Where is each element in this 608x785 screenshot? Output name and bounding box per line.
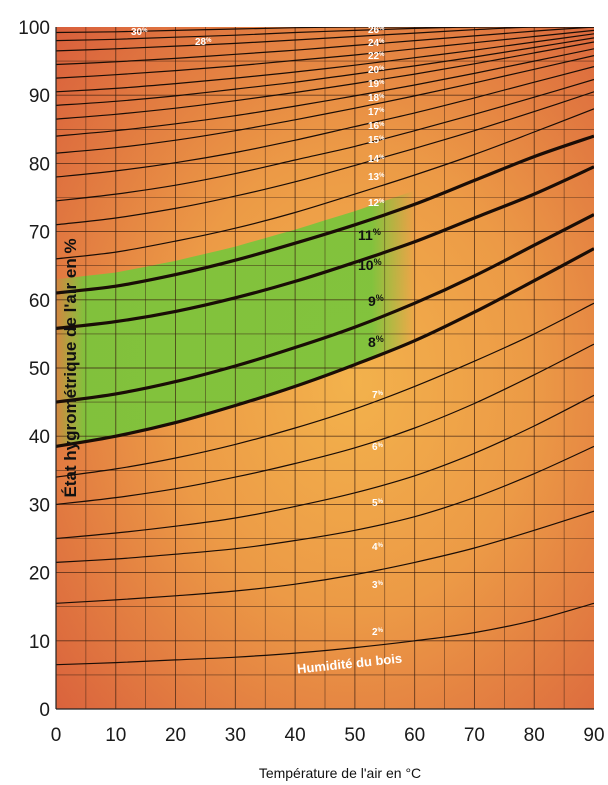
- curve-label-20: 20%: [368, 65, 385, 76]
- moisture-curves: [56, 27, 594, 666]
- curve-17-percent: [56, 48, 594, 137]
- curve-18-percent: [56, 41, 594, 120]
- curve-label-5: 5%: [372, 498, 384, 509]
- x-tick-label: 60: [404, 725, 425, 746]
- curve-11-percent: [56, 134, 594, 295]
- x-tick-label: 50: [344, 725, 365, 746]
- curve-30-percent: [56, 27, 594, 34]
- x-tick-label: 70: [464, 725, 485, 746]
- curve-10-percent: [56, 165, 594, 330]
- y-axis-label: État hygrométrique de l'air en %: [61, 238, 80, 497]
- grid: [56, 27, 594, 709]
- y-tick-label: 40: [29, 427, 50, 448]
- x-tick-label: 0: [51, 725, 62, 746]
- curve-label-3: 3%: [372, 580, 384, 591]
- x-tick-labels: 0 10 20 30 40 50 60 70 80 90: [51, 725, 605, 746]
- y-tick-label: 60: [29, 291, 50, 312]
- curve-label-13: 13%: [368, 172, 385, 183]
- curve-28-percent: [56, 27, 594, 42]
- y-tick-label: 90: [29, 86, 50, 107]
- curve-13-percent: [56, 91, 594, 226]
- y-tick-label: 50: [29, 359, 50, 380]
- curve-26-percent: [56, 27, 594, 52]
- y-tick-label: 70: [29, 223, 50, 244]
- y-tick-label: 10: [29, 632, 50, 653]
- x-tick-label: 40: [285, 725, 306, 746]
- x-tick-label: 20: [165, 725, 186, 746]
- curve-7-percent: [56, 302, 594, 478]
- curve-4-percent: [56, 445, 594, 563]
- y-tick-label: 0: [39, 700, 50, 721]
- curve-3-percent: [56, 510, 594, 604]
- curve-label-14: 14%: [368, 154, 385, 165]
- curve-label-19: 19%: [368, 79, 385, 90]
- curve-15-percent: [56, 66, 594, 178]
- y-tick-label: 20: [29, 564, 50, 585]
- curve-12-percent: [56, 108, 594, 260]
- x-axis-label: Température de l'air en °C: [259, 765, 421, 781]
- curve-6-percent: [56, 343, 594, 505]
- curve-label-22: 22%: [368, 51, 385, 62]
- curve-label-30: 30%: [131, 27, 148, 38]
- curve-9-percent: [56, 213, 594, 404]
- y-tick-label: 30: [29, 495, 50, 516]
- curve-label-12: 12%: [368, 198, 385, 209]
- curve-label-4: 4%: [372, 542, 384, 553]
- y-tick-labels: 0 10 20 30 40 50 60 70 80 90 100: [18, 18, 50, 721]
- curve-label-15: 15%: [368, 135, 385, 146]
- x-tick-label: 90: [583, 725, 604, 746]
- curve-16-percent: [56, 55, 594, 154]
- curve-14-percent: [56, 78, 594, 202]
- curve-label-24: 24%: [368, 38, 385, 49]
- y-tick-label: 100: [18, 18, 50, 39]
- curve-label-2: 2%: [372, 627, 384, 638]
- curve-20-percent: [56, 33, 594, 93]
- curve-2-percent: [56, 602, 594, 666]
- curve-label-26: 26%: [368, 25, 385, 36]
- curve-label-6: 6%: [372, 442, 384, 453]
- curve-5-percent: [56, 394, 594, 540]
- curve-label-7: 7%: [372, 390, 384, 401]
- y-tick-label: 80: [29, 154, 50, 175]
- curve-label-18: 18%: [368, 93, 385, 104]
- curve-8-percent: [56, 247, 594, 448]
- curve-labels: 2%3%4%5%6%7%8%9%10%11%12%13%14%15%16%17%…: [131, 25, 385, 638]
- x-tick-label: 30: [225, 725, 246, 746]
- x-tick-label: 80: [524, 725, 545, 746]
- curve-label-16: 16%: [368, 121, 385, 132]
- curve-24-percent: [56, 27, 594, 66]
- curve-22-percent: [56, 29, 594, 79]
- curve-19-percent: [56, 37, 594, 106]
- x-tick-label: 10: [105, 725, 126, 746]
- curve-label-17: 17%: [368, 107, 385, 118]
- curve-label-28: 28%: [195, 37, 212, 48]
